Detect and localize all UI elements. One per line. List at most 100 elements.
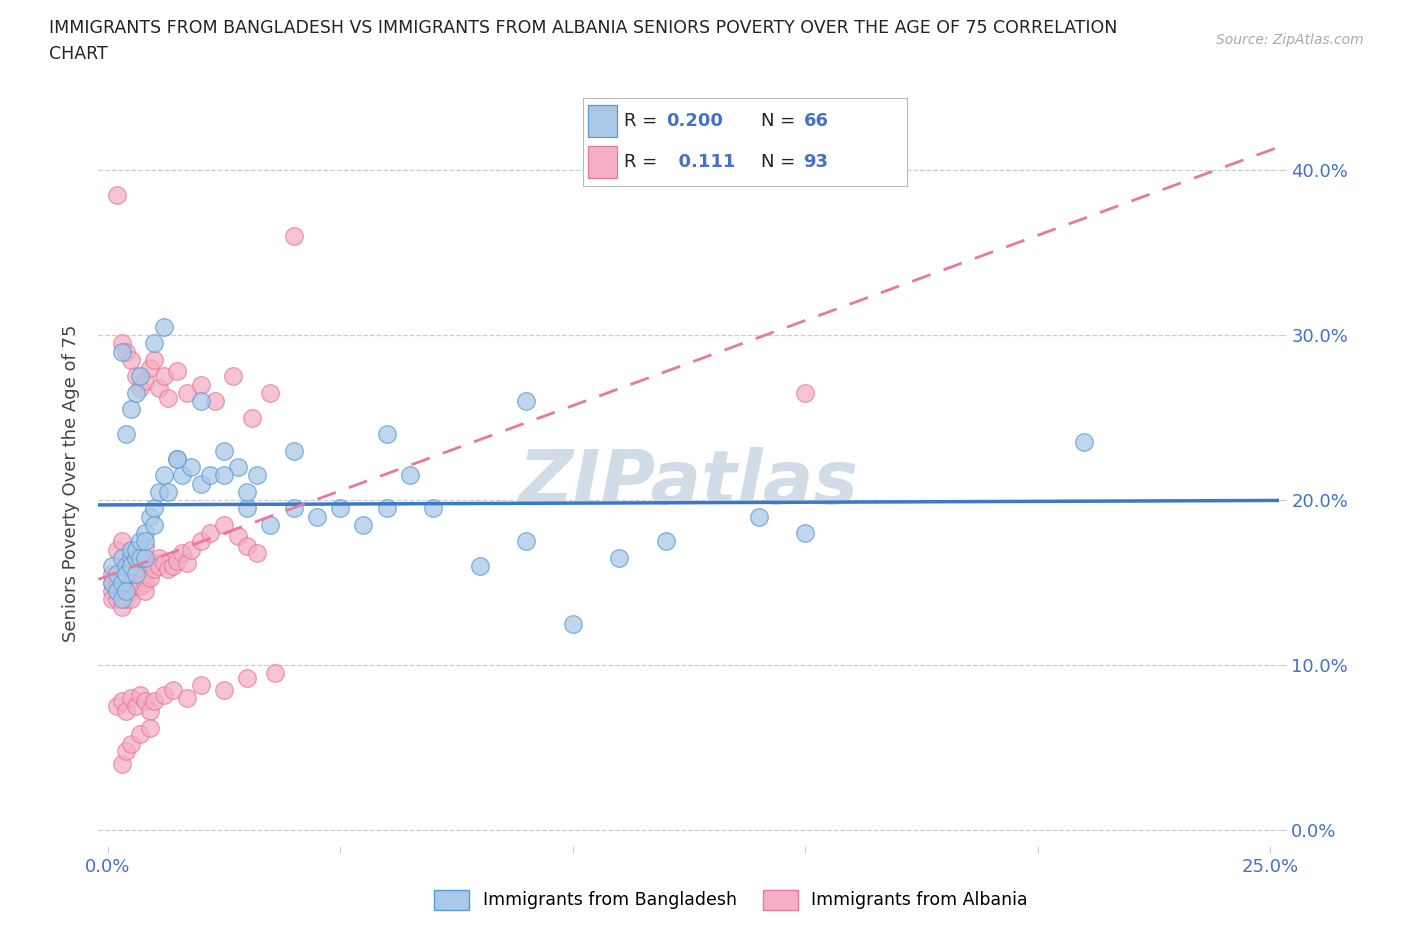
Bar <box>588 105 617 137</box>
Point <box>176 385 198 400</box>
Point <box>375 427 398 442</box>
Point <box>240 410 263 425</box>
Point <box>283 229 305 244</box>
Point <box>180 542 202 557</box>
Point <box>283 444 305 458</box>
Point <box>748 509 770 524</box>
Point <box>148 485 170 499</box>
Text: R =: R = <box>624 112 657 129</box>
Point <box>152 468 174 483</box>
Point <box>515 393 537 408</box>
Text: 66: 66 <box>803 112 828 129</box>
Point <box>115 743 138 758</box>
Point <box>222 369 245 384</box>
Point <box>134 551 156 565</box>
Point <box>607 551 630 565</box>
Point <box>105 542 128 557</box>
Point <box>166 553 188 568</box>
Point <box>129 551 152 565</box>
Point <box>138 559 160 574</box>
Point <box>134 525 156 540</box>
Point <box>134 583 156 598</box>
Point <box>124 369 146 384</box>
Point <box>176 690 198 705</box>
Point <box>794 525 817 540</box>
Point <box>124 566 146 582</box>
Point <box>124 542 146 557</box>
Point <box>129 726 152 741</box>
Text: 0.200: 0.200 <box>666 112 723 129</box>
Point <box>245 468 267 483</box>
Point <box>124 559 146 574</box>
Point <box>134 566 156 582</box>
Point <box>190 393 212 408</box>
Y-axis label: Seniors Poverty Over the Age of 75: Seniors Poverty Over the Age of 75 <box>62 325 80 643</box>
Point <box>111 551 134 565</box>
Point <box>120 737 142 751</box>
Text: 0.111: 0.111 <box>666 153 735 171</box>
Point <box>198 525 221 540</box>
Point <box>105 188 128 203</box>
Point <box>111 344 134 359</box>
Point <box>124 566 146 582</box>
Text: N =: N = <box>762 153 796 171</box>
Point <box>124 551 146 565</box>
Point <box>111 534 134 549</box>
Point <box>172 545 194 560</box>
Point <box>143 555 166 570</box>
Point <box>115 704 138 719</box>
Point <box>226 529 249 544</box>
Point <box>120 402 142 417</box>
Point <box>138 570 160 585</box>
Point <box>198 468 221 483</box>
Point <box>143 352 166 367</box>
Point <box>115 566 138 582</box>
Point <box>134 575 156 590</box>
Point <box>204 393 226 408</box>
Point <box>105 583 128 598</box>
Text: N =: N = <box>762 112 796 129</box>
Point <box>148 380 170 395</box>
Point <box>143 694 166 709</box>
Point <box>129 578 152 593</box>
Point <box>101 583 124 598</box>
Point <box>111 566 134 582</box>
Point <box>190 476 212 491</box>
Point <box>134 538 156 553</box>
Point <box>259 517 281 532</box>
Point <box>283 501 305 516</box>
Point <box>236 538 259 553</box>
Point <box>138 361 160 376</box>
Point <box>259 385 281 400</box>
Point <box>399 468 422 483</box>
Point <box>226 459 249 474</box>
Point <box>305 509 328 524</box>
Point <box>515 534 537 549</box>
Point <box>212 444 235 458</box>
Point <box>115 427 138 442</box>
Point <box>115 344 138 359</box>
Point <box>157 391 180 405</box>
Point <box>212 468 235 483</box>
Point <box>190 677 212 692</box>
Point <box>101 575 124 590</box>
Point <box>129 562 152 577</box>
Point <box>152 687 174 702</box>
Point <box>190 534 212 549</box>
Point <box>129 534 152 549</box>
Point <box>236 501 259 516</box>
Point <box>111 600 134 615</box>
Point <box>166 451 188 466</box>
Point <box>111 591 134 606</box>
Point <box>120 583 142 598</box>
Point <box>120 352 142 367</box>
Point <box>120 591 142 606</box>
Point <box>120 690 142 705</box>
Text: Source: ZipAtlas.com: Source: ZipAtlas.com <box>1216 33 1364 46</box>
Point <box>353 517 375 532</box>
Point <box>115 583 138 598</box>
Legend: Immigrants from Bangladesh, Immigrants from Albania: Immigrants from Bangladesh, Immigrants f… <box>427 883 1035 917</box>
Point <box>105 575 128 590</box>
Point <box>111 575 134 590</box>
Point <box>138 509 160 524</box>
